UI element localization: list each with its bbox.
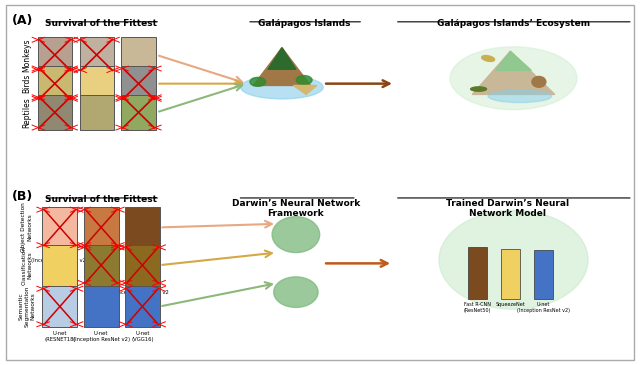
Text: SqueezeNet: SqueezeNet: [44, 290, 76, 295]
Polygon shape: [293, 85, 317, 95]
Text: U-net
(Inception ResNet v2): U-net (Inception ResNet v2): [72, 331, 130, 342]
FancyBboxPatch shape: [38, 66, 72, 101]
FancyBboxPatch shape: [468, 247, 487, 299]
FancyBboxPatch shape: [6, 5, 634, 360]
Text: U-net
(VGG16): U-net (VGG16): [131, 331, 154, 342]
FancyBboxPatch shape: [122, 95, 156, 130]
Text: Object Detection
Networks: Object Detection Networks: [22, 203, 32, 252]
Text: (B): (B): [12, 190, 33, 203]
Text: (A): (A): [12, 14, 34, 27]
FancyBboxPatch shape: [38, 37, 72, 73]
Polygon shape: [268, 48, 296, 69]
Ellipse shape: [470, 87, 486, 91]
FancyBboxPatch shape: [122, 66, 156, 101]
FancyBboxPatch shape: [42, 286, 77, 327]
Text: ResNet50: ResNet50: [88, 290, 114, 295]
FancyBboxPatch shape: [42, 245, 77, 286]
Text: Galápagos Islands’ Ecosystem: Galápagos Islands’ Ecosystem: [437, 19, 590, 28]
Polygon shape: [472, 51, 555, 95]
Text: Reptiles: Reptiles: [22, 97, 31, 128]
FancyBboxPatch shape: [38, 95, 72, 130]
FancyBboxPatch shape: [42, 207, 77, 248]
FancyBboxPatch shape: [125, 286, 160, 327]
FancyBboxPatch shape: [84, 286, 118, 327]
Text: YOLO v2
(Inception ResNet v2): YOLO v2 (Inception ResNet v2): [31, 253, 88, 263]
Text: Survival of the Fittest: Survival of the Fittest: [45, 19, 157, 28]
Text: YOLO v2
(ResNet50): YOLO v2 (ResNet50): [86, 253, 116, 263]
Text: SqueezeNet: SqueezeNet: [495, 302, 525, 307]
FancyBboxPatch shape: [534, 250, 553, 299]
Text: U-net
(Inception ResNet v2): U-net (Inception ResNet v2): [517, 302, 570, 313]
Text: U-net
(RESNET18): U-net (RESNET18): [44, 331, 76, 342]
FancyBboxPatch shape: [501, 249, 520, 299]
Ellipse shape: [296, 76, 312, 85]
Ellipse shape: [250, 77, 266, 87]
Ellipse shape: [274, 277, 318, 307]
Text: Darwin’s Neural Network
Framework: Darwin’s Neural Network Framework: [232, 199, 360, 218]
Text: Inception ResNet v2: Inception ResNet v2: [116, 290, 169, 295]
Text: Classification
Networks: Classification Networks: [22, 246, 32, 285]
Ellipse shape: [241, 76, 323, 99]
FancyBboxPatch shape: [125, 207, 160, 248]
Polygon shape: [253, 48, 310, 85]
Text: Monkeys: Monkeys: [22, 38, 31, 72]
FancyBboxPatch shape: [84, 207, 118, 248]
Ellipse shape: [482, 55, 495, 61]
FancyBboxPatch shape: [79, 95, 114, 130]
Ellipse shape: [532, 76, 546, 87]
Text: Galápagos Islands: Galápagos Islands: [258, 19, 350, 28]
FancyBboxPatch shape: [79, 37, 114, 73]
Text: Semantic
Segmentation
Networks: Semantic Segmentation Networks: [19, 286, 35, 327]
Ellipse shape: [272, 217, 320, 253]
Polygon shape: [496, 51, 531, 70]
Text: Fast R-CNN
(ResNet50): Fast R-CNN (ResNet50): [127, 253, 157, 263]
Text: Birds: Birds: [22, 74, 31, 93]
Ellipse shape: [450, 47, 577, 110]
FancyBboxPatch shape: [122, 37, 156, 73]
Text: Survival of the Fittest: Survival of the Fittest: [45, 195, 157, 204]
FancyBboxPatch shape: [79, 66, 114, 101]
FancyBboxPatch shape: [84, 245, 118, 286]
FancyBboxPatch shape: [125, 245, 160, 286]
Text: Trained Darwin’s Neural
Network Model: Trained Darwin’s Neural Network Model: [445, 199, 569, 218]
Text: Fast R-CNN
(ResNet50): Fast R-CNN (ResNet50): [463, 302, 491, 313]
Ellipse shape: [439, 210, 588, 309]
Ellipse shape: [488, 90, 552, 103]
